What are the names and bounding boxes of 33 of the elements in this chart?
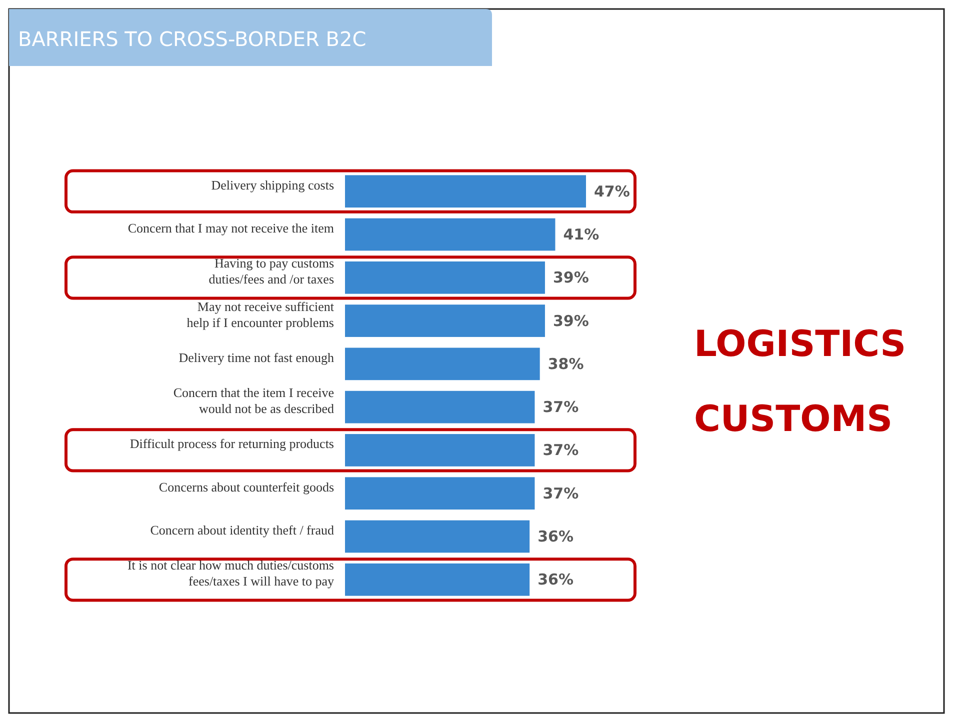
y-tick-label: Difficult process for returning products	[130, 436, 334, 452]
bar	[345, 477, 535, 510]
y-tick-label: Having to pay customs duties/fees and /or taxes	[208, 256, 334, 287]
bar	[345, 563, 530, 596]
y-tick-label: Concern about identity theft / fraud	[150, 522, 334, 538]
text: LOGISTICS	[694, 324, 906, 365]
bar	[345, 434, 535, 466]
y-tick-label: Delivery shipping costs	[211, 177, 334, 192]
y-tick-label: May not receive sufficient help if I encounter problems	[186, 298, 334, 330]
bar	[345, 348, 540, 380]
bar	[345, 218, 556, 251]
y-tick-label: Concern that I may not receive the item	[128, 220, 334, 236]
data-label: 38%	[548, 354, 584, 373]
data-label: 47%	[594, 182, 630, 200]
data-label: 39%	[552, 312, 589, 330]
y-tick-label: It is not clear how much duties/customs fees/taxes I will have to pay	[127, 558, 334, 589]
data-label: 36%	[538, 528, 574, 546]
y-tick-label: Delivery time not fast enough	[178, 350, 334, 365]
data-label: 37%	[542, 441, 579, 460]
data-label: 37%	[542, 484, 579, 502]
bar	[345, 390, 535, 424]
chart-title: BARRIERS TO CROSS-BORDER B2C	[18, 27, 366, 51]
bar	[345, 175, 586, 208]
bar	[345, 520, 530, 553]
data-label: 37%	[542, 398, 579, 416]
data-label: 41%	[563, 226, 600, 244]
text: CUSTOMS	[694, 399, 892, 440]
y-tick-label: Concerns about counterfeit goods	[158, 479, 334, 494]
data-label: 39%	[552, 268, 589, 287]
y-tick-label: Concern that the item I receive would not be as described	[173, 385, 334, 416]
bar	[345, 304, 545, 337]
bar	[345, 261, 545, 294]
data-label: 36%	[538, 570, 574, 589]
